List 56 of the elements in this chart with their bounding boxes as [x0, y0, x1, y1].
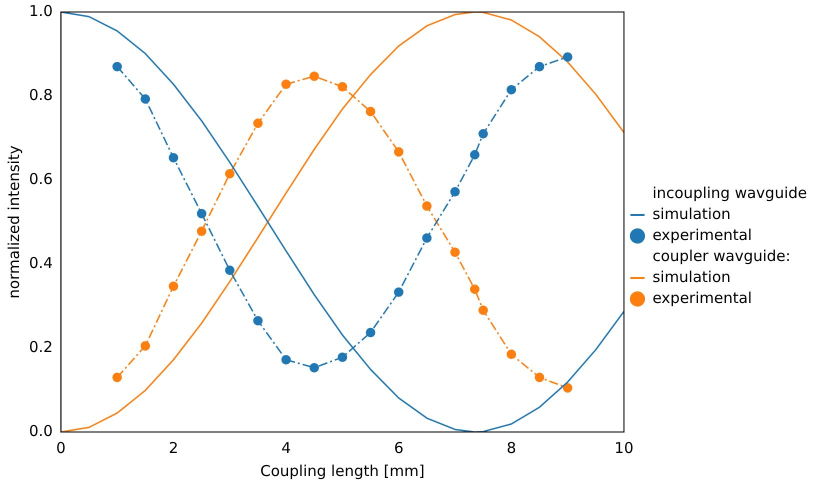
- point: [478, 305, 488, 315]
- point: [196, 226, 206, 236]
- legend-label: simulation: [652, 204, 731, 223]
- x-tick-label: 2: [168, 438, 178, 457]
- y-tick-label: 0.2: [28, 338, 53, 356]
- point: [470, 284, 480, 294]
- point: [310, 362, 319, 372]
- point: [394, 287, 404, 297]
- point: [366, 328, 376, 338]
- point: [253, 316, 263, 326]
- point: [168, 282, 178, 292]
- point: [562, 52, 572, 62]
- point: [140, 94, 150, 104]
- point: [422, 201, 432, 211]
- legend-label: experimental: [652, 226, 752, 244]
- point: [366, 106, 376, 116]
- point: [338, 82, 348, 92]
- x-axis-title: Coupling length [mm]: [260, 462, 425, 480]
- point: [422, 233, 432, 243]
- y-tick-label: 0.4: [28, 254, 53, 272]
- x-tick-label: 4: [281, 438, 291, 457]
- x-tick-label: 6: [394, 438, 404, 457]
- point: [281, 355, 291, 365]
- point: [310, 72, 319, 82]
- point: [281, 79, 291, 89]
- x-tick-label: 8: [506, 438, 516, 457]
- y-tick-label: 0.6: [28, 170, 53, 188]
- text: incoupling wavguide: [652, 184, 808, 202]
- point: [394, 147, 404, 157]
- point: [506, 84, 516, 94]
- point: [478, 129, 488, 139]
- point: [534, 372, 544, 382]
- point: [112, 372, 122, 382]
- point: [196, 208, 206, 218]
- text: coupler wavguide:: [652, 246, 791, 265]
- y-tick-label: 1.0: [28, 2, 53, 20]
- point: [140, 341, 150, 351]
- point: [450, 247, 460, 257]
- point: [112, 62, 122, 72]
- point: [225, 266, 235, 276]
- point: [470, 150, 480, 160]
- legend-label: experimental: [652, 288, 752, 307]
- point: [534, 62, 544, 72]
- point: [506, 350, 516, 360]
- y-tick-label: 0.8: [28, 86, 53, 104]
- legend-label: simulation: [652, 268, 731, 286]
- y-axis-title: normalized intensity: [4, 145, 23, 299]
- point: [562, 383, 572, 393]
- point: [225, 168, 235, 178]
- point: [450, 187, 460, 197]
- point: [253, 118, 263, 128]
- point: [338, 352, 348, 362]
- point: [168, 152, 178, 162]
- x-tick-label: 10: [614, 438, 634, 457]
- x-tick-label: 0: [56, 438, 66, 457]
- y-tick-label: 0.0: [28, 422, 53, 440]
